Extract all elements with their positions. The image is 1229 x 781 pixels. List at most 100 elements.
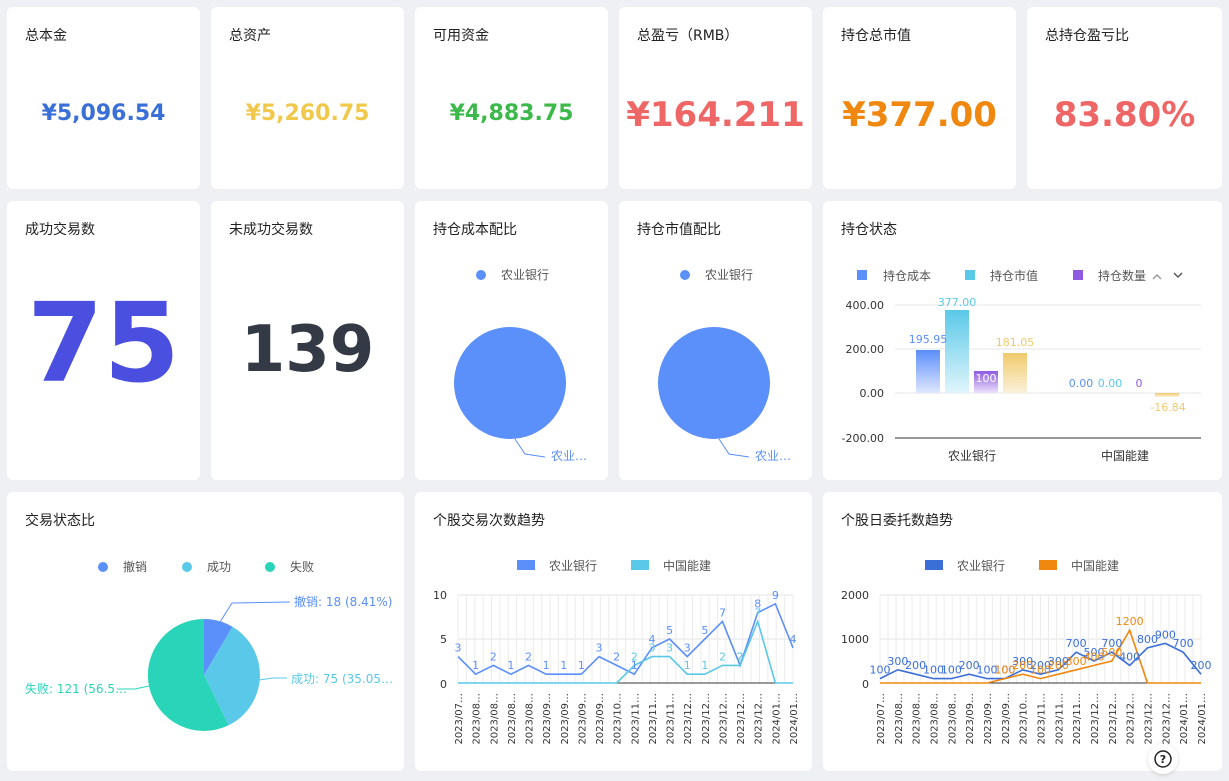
series-line-0[interactable] bbox=[457, 602, 794, 676]
order-trend-chart: 农业银行 中国能建 2000 1000 0 100300200100100200… bbox=[841, 558, 1212, 745]
slice-label-line bbox=[718, 438, 750, 458]
data-label: 300 bbox=[887, 655, 908, 668]
legend-label-cost[interactable]: 持仓成本 bbox=[883, 268, 931, 283]
fail-count-label: 未成功交易数 bbox=[229, 222, 313, 238]
question-icon: ? bbox=[1154, 750, 1172, 768]
x-tick: 2023/12… bbox=[1126, 693, 1137, 745]
data-label: 2 bbox=[631, 650, 638, 663]
pie-slice-success[interactable] bbox=[204, 626, 260, 726]
x-tick: 2023/10… bbox=[1019, 693, 1030, 745]
x-tick: 2023/12… bbox=[1144, 693, 1155, 745]
series-line-1[interactable] bbox=[458, 618, 793, 684]
legend-label-qty[interactable]: 持仓数量 bbox=[1098, 268, 1146, 283]
grid-lines bbox=[879, 594, 1202, 684]
data-label: 100 bbox=[976, 372, 997, 385]
card-principal: 总本金 ¥5,096.54 bbox=[7, 7, 200, 189]
legend-dot-abc bbox=[680, 270, 690, 280]
legend-page-down-icon[interactable] bbox=[1173, 272, 1183, 278]
mv-ratio-title: 持仓市值配比 bbox=[637, 222, 721, 238]
legend-swatch-cec bbox=[1039, 560, 1057, 570]
pie-slice-cancel[interactable] bbox=[204, 619, 233, 675]
y-axis-ticks: 400.00 200.00 0.00 -200.00 bbox=[842, 299, 884, 445]
legend-label-cancel[interactable]: 撤销 bbox=[123, 559, 147, 574]
legend-page-up-icon[interactable] bbox=[1152, 274, 1162, 280]
pie-slice-fail[interactable] bbox=[147, 618, 229, 731]
data-labels: 1003002001001002001001003002003007005007… bbox=[870, 615, 1212, 676]
series-lines bbox=[879, 628, 1202, 684]
success-count-value: 75 bbox=[26, 279, 181, 407]
x-tick: 2023/12… bbox=[683, 693, 694, 745]
x-tick: 2023/08… bbox=[947, 693, 958, 745]
legend-label-abc[interactable]: 农业银行 bbox=[957, 559, 1005, 573]
data-label: 100 bbox=[994, 664, 1015, 677]
legend-label-success[interactable]: 成功 bbox=[207, 560, 231, 574]
pie-slice-abc[interactable] bbox=[658, 327, 770, 439]
legend-swatch-mv bbox=[965, 270, 975, 280]
x-tick: 2023/09… bbox=[542, 693, 553, 745]
data-label: 1 bbox=[472, 659, 479, 672]
x-tick: 2023/07… bbox=[454, 693, 465, 745]
series-line-1[interactable] bbox=[880, 628, 1201, 684]
bar-mv-abc[interactable] bbox=[945, 310, 969, 393]
legend-swatch-abc bbox=[517, 560, 535, 570]
x-tick: 2023/08… bbox=[525, 693, 536, 745]
x-tick: 2023/08… bbox=[489, 693, 500, 745]
y-tick: 5 bbox=[440, 633, 447, 646]
data-label: 4 bbox=[790, 633, 797, 646]
data-label: 100 bbox=[870, 664, 891, 677]
label-line-cancel bbox=[219, 601, 291, 623]
legend-label-abc[interactable]: 农业银行 bbox=[549, 559, 597, 573]
pie-slice-abc[interactable] bbox=[454, 327, 566, 439]
market-value-value: ¥377.00 bbox=[842, 95, 997, 135]
data-label: 181.05 bbox=[996, 336, 1035, 349]
card-cost-ratio: 持仓成本配比 农业银行 农业… bbox=[415, 201, 608, 480]
slice-label: 农业… bbox=[755, 449, 791, 463]
y-tick: 400.00 bbox=[846, 299, 885, 312]
x-tick: 2023/12… bbox=[1108, 693, 1119, 745]
card-pnl-ratio: 总持仓盈亏比 83.80% bbox=[1027, 7, 1222, 189]
pnl-label: 总盈亏（RMB） bbox=[637, 28, 739, 44]
series-lines bbox=[457, 602, 794, 684]
data-label: 377.00 bbox=[938, 296, 977, 309]
data-label: 300 bbox=[1066, 655, 1087, 668]
trade-status-title: 交易状态比 bbox=[25, 513, 95, 529]
bar-cost-abc[interactable] bbox=[916, 350, 940, 393]
data-label: 3 bbox=[684, 642, 691, 655]
svg-text:?: ? bbox=[1160, 753, 1166, 766]
principal-label: 总本金 bbox=[25, 28, 67, 44]
legend-label-cec[interactable]: 中国能建 bbox=[1071, 558, 1119, 573]
bar-qty-abc[interactable] bbox=[974, 371, 998, 393]
data-label: 2 bbox=[613, 650, 620, 663]
data-label: 100 bbox=[977, 664, 998, 677]
data-label: -16.84 bbox=[1150, 401, 1185, 414]
data-label: 8 bbox=[754, 598, 761, 611]
legend-label-fail[interactable]: 失败 bbox=[290, 559, 314, 574]
legend-dot-fail bbox=[265, 562, 275, 572]
legend-label-abc[interactable]: 农业银行 bbox=[705, 268, 753, 282]
data-label: 700 bbox=[1101, 637, 1122, 650]
pnl-value: ¥164.211 bbox=[626, 95, 805, 135]
data-label: 400 bbox=[1084, 650, 1105, 663]
data-label: 3 bbox=[455, 642, 462, 655]
x-tick: 2023/12… bbox=[718, 693, 729, 745]
bar-pnl-abc[interactable] bbox=[1003, 353, 1027, 393]
x-tick: 2023/10… bbox=[613, 693, 624, 745]
data-label: 1 bbox=[560, 659, 567, 672]
series-line-0[interactable] bbox=[879, 642, 1202, 680]
data-label: 0 bbox=[1136, 377, 1143, 390]
data-label: 1 bbox=[543, 659, 550, 672]
x-tick: 2024/01… bbox=[789, 693, 800, 745]
legend-label-mv[interactable]: 持仓市值 bbox=[990, 268, 1038, 283]
legend-label-abc[interactable]: 农业银行 bbox=[501, 268, 549, 282]
legend-label-cec[interactable]: 中国能建 bbox=[663, 558, 711, 573]
bar-pnl-cec[interactable] bbox=[1155, 393, 1179, 397]
x-tick: 2023/12… bbox=[754, 693, 765, 745]
data-label: 800 bbox=[1137, 633, 1158, 646]
x-tick: 2023/12… bbox=[701, 693, 712, 745]
data-label: 300 bbox=[1048, 655, 1069, 668]
help-button[interactable]: ? bbox=[1148, 744, 1178, 774]
data-label: 5 bbox=[666, 624, 673, 637]
data-label: 100 bbox=[923, 664, 944, 677]
slice-label-cancel: 撤销: 18 (8.41%) bbox=[294, 594, 392, 609]
